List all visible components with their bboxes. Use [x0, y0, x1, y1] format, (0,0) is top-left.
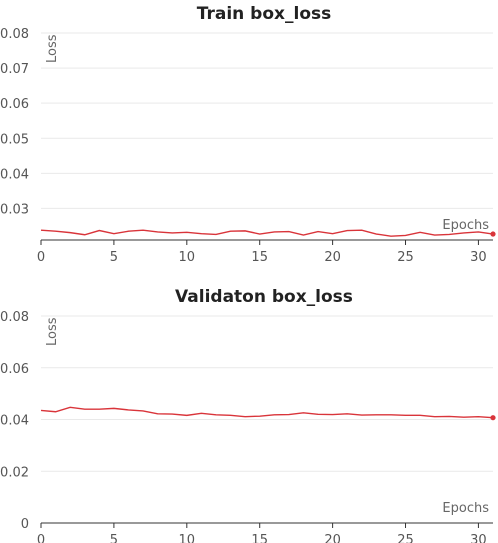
y-tick-label: 0.05 — [0, 132, 29, 147]
y-tick-label: 0 — [21, 517, 29, 532]
x-axis-label: Epochs — [442, 501, 489, 516]
x-tick-label: 10 — [179, 250, 196, 265]
x-tick-label: 20 — [324, 250, 341, 265]
x-tick-label: 5 — [110, 250, 118, 265]
y-tick-label: 0.08 — [0, 27, 29, 42]
x-tick-label: 30 — [470, 533, 487, 543]
x-tick-label: 0 — [37, 250, 45, 265]
x-tick-label: 25 — [397, 250, 414, 265]
series-line — [40, 406, 494, 419]
y-tick-label: 0.04 — [0, 167, 29, 182]
chart-title: Train box_loss — [197, 4, 332, 24]
x-tick-label: 25 — [397, 533, 414, 543]
y-tick-label: 0.02 — [0, 465, 29, 480]
x-tick-label: 15 — [251, 250, 268, 265]
y-tick-label: 0.03 — [0, 202, 29, 217]
train-box-loss-chart: Train box_loss 0.03 0.04 0.05 0.06 0.07 0.08 0… — [0, 4, 496, 265]
x-tick-label: 15 — [251, 533, 268, 543]
x-tick-label: 5 — [110, 533, 118, 543]
chart-title: Validaton box_loss — [175, 287, 353, 307]
x-tick-label: 0 — [37, 533, 45, 543]
y-tick-label: 0.06 — [0, 97, 29, 112]
series-line — [40, 229, 494, 237]
series-end-point — [490, 231, 496, 237]
y-tick-label: 0.06 — [0, 362, 29, 377]
x-tick-label: 30 — [470, 250, 487, 265]
y-axis-label: Loss — [45, 34, 60, 63]
y-tick-label: 0.07 — [0, 62, 29, 77]
x-axis-label: Epochs — [442, 218, 489, 233]
y-tick-label: 0.08 — [0, 310, 29, 325]
y-tick-label: 0.04 — [0, 414, 29, 429]
validation-box-loss-chart: Validaton box_loss 0 0.02 0.04 0.06 0.08 0 5 10… — [0, 287, 496, 543]
series-end-point — [490, 415, 496, 421]
x-tick-label: 20 — [324, 533, 341, 543]
y-axis-label: Loss — [45, 317, 60, 346]
x-tick-label: 10 — [179, 533, 196, 543]
